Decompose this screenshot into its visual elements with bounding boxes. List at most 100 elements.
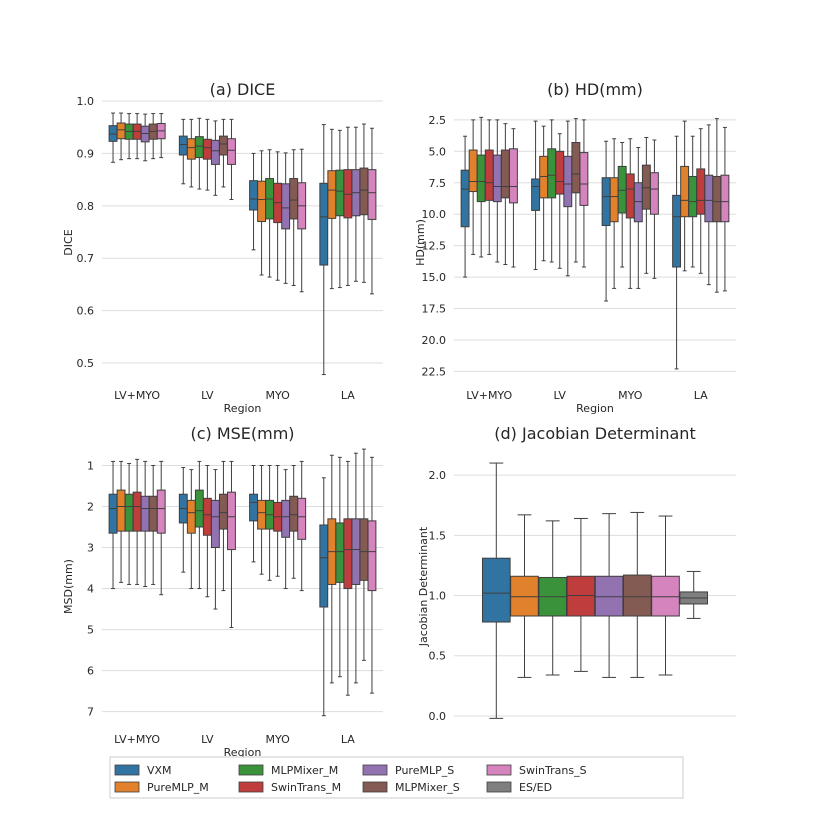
box-body xyxy=(508,148,518,204)
panel-title: (b) HD(mm) xyxy=(547,80,643,99)
y-tick-label: 5.0 xyxy=(429,145,447,158)
plot-area xyxy=(102,101,383,384)
box-body xyxy=(571,142,581,194)
panel-title: (d) Jacobian Determinant xyxy=(494,424,695,443)
panel-b-hd-mm: 2.5 5.0 7.5 10.0 12.5 15.0 17.5 20.0 22.5 LV+MYO L… xyxy=(414,80,736,415)
box-body xyxy=(108,493,118,534)
box-swintrans-m-la xyxy=(343,460,353,696)
y-tick-label: 1 xyxy=(87,460,94,473)
box-body xyxy=(704,174,714,223)
legend-swatch xyxy=(486,764,512,776)
box-swintrans-m-lv-myo xyxy=(132,458,142,585)
legend-item-mlpmixer-s: MLPMixer_S xyxy=(362,781,460,794)
box-puremlp-s-lv xyxy=(210,469,220,610)
x-axis-label: Region xyxy=(224,402,262,415)
legend-item-puremlp-m: PureMLP_M xyxy=(114,781,209,794)
x-tick-label: LA xyxy=(694,389,708,402)
y-tick-label: 0.6 xyxy=(77,305,95,318)
y-axis-label: MSD(mm) xyxy=(62,559,75,614)
box-body xyxy=(343,169,353,219)
box-body xyxy=(484,149,494,201)
legend-swatch xyxy=(114,764,140,776)
box-body xyxy=(672,194,682,268)
box-body xyxy=(257,180,267,223)
box-body xyxy=(500,149,510,199)
box-mlpmixer-s-lv-myo xyxy=(148,465,158,585)
legend-label: ES/ED xyxy=(519,781,552,794)
box-body xyxy=(194,489,204,528)
box-body xyxy=(108,125,118,142)
box-vxm-la xyxy=(672,135,682,370)
box-body xyxy=(178,135,188,156)
y-tick-label: 17.5 xyxy=(422,303,447,316)
box-puremlp-m-lv-myo xyxy=(468,119,478,255)
panel-d-jacobian-determinant: 0.0 0.5 1.0 1.5 2.0 Jacobian Determinant (d) J… xyxy=(417,424,736,728)
y-tick-label: 2 xyxy=(87,501,94,514)
box-body xyxy=(319,524,329,608)
box-body xyxy=(476,154,486,203)
box-puremlp-m xyxy=(510,514,539,678)
legend-swatch xyxy=(238,781,264,793)
x-tick-label: LV xyxy=(201,389,214,402)
box-body xyxy=(227,138,236,165)
box-body xyxy=(594,575,624,617)
box-body xyxy=(116,489,126,532)
box-body xyxy=(202,497,212,536)
box-body xyxy=(367,520,377,592)
box-body xyxy=(566,575,596,617)
box-body xyxy=(140,495,150,532)
legend-label: MLPMixer_M xyxy=(271,764,338,777)
legend-label: VXM xyxy=(147,764,172,777)
x-tick-label: LV+MYO xyxy=(114,389,160,402)
box-puremlp-s-lv-myo xyxy=(140,460,150,587)
x-tick-label: LV xyxy=(554,389,567,402)
y-tick-label: 0.7 xyxy=(77,252,95,265)
box-body xyxy=(651,575,680,617)
x-axis-label: Region xyxy=(576,402,614,415)
legend-label: SwinTrans_S xyxy=(519,764,587,777)
legend-swatch xyxy=(362,781,388,793)
legend-swatch xyxy=(486,781,512,793)
x-tick-label: LA xyxy=(341,389,355,402)
x-axis-label: Region xyxy=(224,746,262,759)
box-mlpmixer-m xyxy=(538,520,568,676)
box-mlpmixer-s-lv-myo xyxy=(148,113,158,160)
legend-item-es-ed: ES/ED xyxy=(486,781,552,794)
box-swintrans-s-myo xyxy=(649,139,659,279)
box-body xyxy=(227,491,236,551)
box-swintrans-s-la xyxy=(720,126,730,292)
legend-label: PureMLP_M xyxy=(147,781,209,794)
box-swintrans-m-lv xyxy=(202,465,212,598)
y-tick-label: 12.5 xyxy=(422,240,447,253)
box-vxm-lv-myo xyxy=(108,460,118,590)
box-body xyxy=(563,155,573,208)
y-tick-label: 4 xyxy=(87,583,94,596)
y-tick-label: 2.0 xyxy=(429,469,447,482)
box-mlpmixer-s-myo xyxy=(641,136,651,274)
x-tick-label: LA xyxy=(341,733,355,746)
y-tick-label: 0.0 xyxy=(429,710,447,723)
box-swintrans-s-myo xyxy=(297,460,307,592)
box-body xyxy=(140,125,150,143)
box-body xyxy=(641,164,651,210)
box-vxm xyxy=(481,462,511,719)
legend-swatch xyxy=(114,781,140,793)
box-body xyxy=(218,135,228,156)
box-body xyxy=(148,495,158,532)
box-body xyxy=(468,149,478,193)
box-swintrans-s xyxy=(651,515,680,676)
box-body xyxy=(696,168,706,215)
panel-title: (c) MSE(mm) xyxy=(190,424,294,443)
box-body xyxy=(481,557,511,623)
x-tick-label: MYO xyxy=(265,733,290,746)
box-body xyxy=(555,150,565,195)
box-body xyxy=(601,177,611,227)
y-tick-label: 10.0 xyxy=(422,208,447,221)
box-body xyxy=(297,497,307,540)
box-vxm-lv-myo xyxy=(460,135,470,278)
box-body xyxy=(492,154,502,203)
y-tick-label: 7 xyxy=(87,706,94,719)
legend-swatch xyxy=(238,764,264,776)
box-body xyxy=(547,148,557,199)
